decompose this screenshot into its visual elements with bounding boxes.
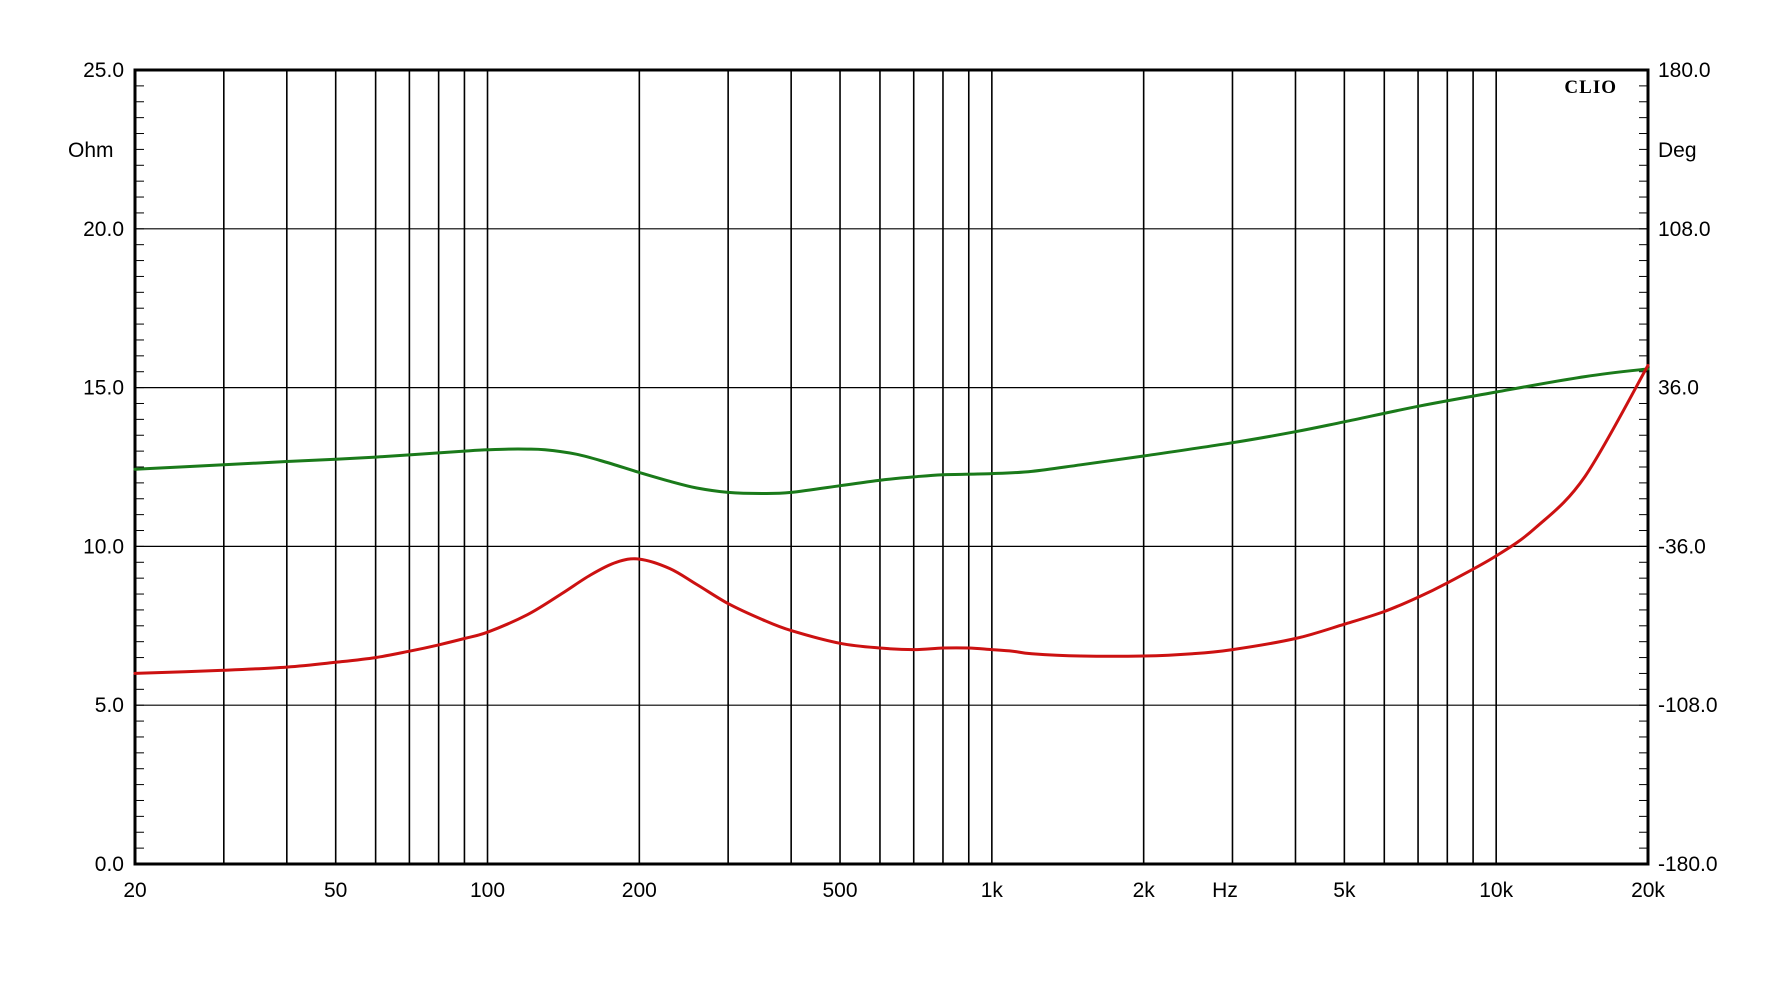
- x-tick-label: 20: [123, 879, 146, 902]
- x-tick-label: 500: [823, 879, 858, 902]
- phase-curve: [133, 367, 1650, 496]
- y-right-unit: Deg: [1658, 139, 1697, 162]
- x-tick-label: 1k: [981, 879, 1004, 902]
- y-right-tick-label: -36.0: [1658, 535, 1706, 558]
- x-tick-label: 100: [470, 879, 505, 902]
- y-left-tick-label: 25.0: [83, 59, 124, 82]
- x-tick-label: 200: [622, 879, 657, 902]
- y-right-tick-label: 108.0: [1658, 218, 1711, 241]
- x-tick-label: 50: [324, 879, 347, 902]
- y-left-tick-label: 20.0: [83, 218, 124, 241]
- axis-labels: 0.0 5.0 10.0 15.0 20.0 25.0 -180.0 -108.0 -36.0 3…: [83, 59, 1717, 902]
- y-left-tick-label: 0.0: [95, 853, 124, 876]
- x-tick-label: 2k: [1133, 879, 1156, 902]
- y-right-tick-label: -180.0: [1658, 853, 1718, 876]
- y-left-tick-label: 15.0: [83, 377, 124, 400]
- x-tick-label: 20k: [1631, 879, 1665, 902]
- x-tick-label: 5k: [1333, 879, 1356, 902]
- impedance-curve: [133, 363, 1650, 675]
- y-left-unit: Ohm: [68, 139, 114, 162]
- x-unit-label: Hz: [1212, 879, 1238, 902]
- series: [133, 363, 1650, 675]
- y-left-tick-label: 10.0: [83, 535, 124, 558]
- y-right-tick-label: 36.0: [1658, 377, 1699, 400]
- x-tick-label: 10k: [1479, 879, 1513, 902]
- y-right-tick-label: 180.0: [1658, 59, 1711, 82]
- plot-frame: [133, 68, 1650, 866]
- y-right-tick-label: -108.0: [1658, 694, 1718, 717]
- y-left-tick-label: 5.0: [95, 694, 124, 717]
- axis-ticks: [135, 85, 1648, 849]
- brand-label: CLIO: [1564, 77, 1617, 98]
- grid: [135, 70, 1648, 864]
